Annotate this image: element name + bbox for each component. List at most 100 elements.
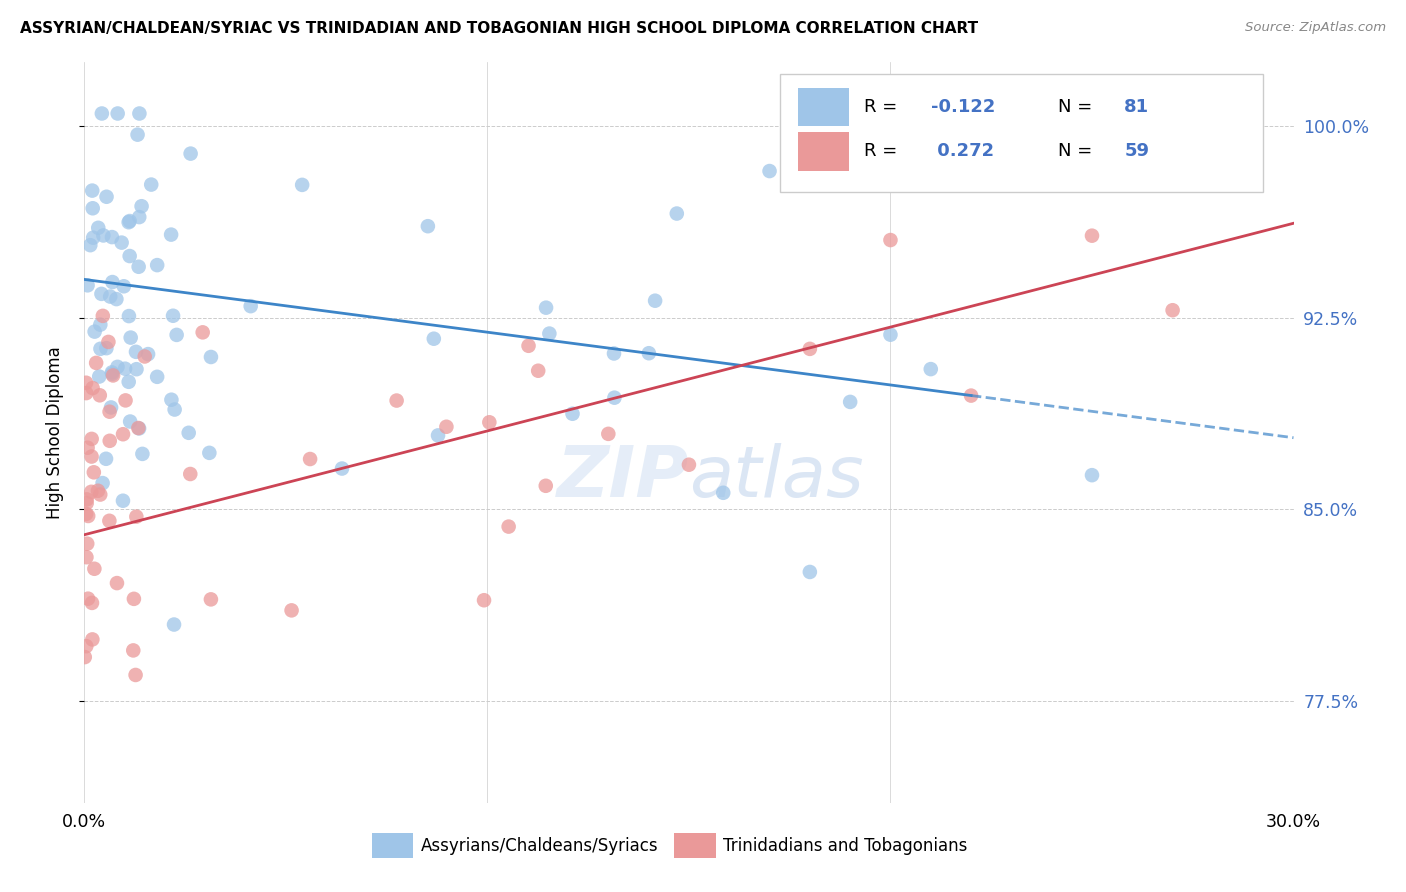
Point: [82, 230, 104, 244]
Point: [177, 425, 200, 440]
Point: [75, 550, 97, 565]
Point: [76, 441, 98, 455]
Point: [80, 450, 103, 464]
Point: [160, 392, 183, 407]
Point: [97, 334, 120, 349]
Point: [112, 279, 135, 293]
Text: -0.122: -0.122: [931, 98, 995, 116]
Point: [101, 230, 124, 244]
Point: [89, 388, 111, 402]
Point: [498, 519, 520, 533]
Point: [128, 260, 150, 274]
Point: [118, 309, 141, 323]
Point: [98, 514, 121, 528]
Point: [124, 668, 146, 682]
Point: [105, 576, 128, 591]
Point: [107, 106, 129, 120]
Point: [105, 292, 128, 306]
Point: [534, 301, 557, 315]
Point: [76, 537, 98, 551]
Text: Assyrians/Chaldeans/Syriacs: Assyrians/Chaldeans/Syriacs: [420, 837, 658, 855]
Point: [920, 362, 942, 376]
Point: [127, 421, 149, 435]
Point: [163, 617, 186, 632]
Point: [80, 596, 103, 610]
Point: [1081, 468, 1104, 483]
Point: [879, 327, 901, 342]
Point: [125, 509, 148, 524]
Point: [100, 401, 122, 415]
Point: [291, 178, 314, 192]
Point: [136, 347, 159, 361]
Point: [98, 405, 121, 419]
Text: Source: ZipAtlas.com: Source: ZipAtlas.com: [1246, 21, 1386, 35]
Point: [799, 342, 821, 356]
Point: [90, 106, 112, 120]
Point: [678, 458, 700, 472]
Point: [200, 350, 222, 364]
Point: [472, 593, 495, 607]
Point: [98, 289, 121, 303]
Point: [128, 421, 150, 435]
Point: [91, 309, 114, 323]
Point: [118, 375, 141, 389]
Point: [76, 492, 98, 507]
Point: [82, 201, 104, 215]
Text: 0.272: 0.272: [931, 143, 994, 161]
Point: [960, 389, 983, 403]
Text: atlas: atlas: [689, 442, 863, 511]
Point: [89, 369, 111, 384]
Point: [879, 233, 901, 247]
Point: [75, 376, 97, 390]
Point: [77, 591, 100, 606]
Point: [527, 364, 550, 378]
Point: [125, 362, 148, 376]
Point: [128, 210, 150, 224]
Point: [644, 293, 666, 308]
Text: N =: N =: [1057, 143, 1098, 161]
Point: [134, 350, 156, 364]
Point: [120, 415, 142, 429]
Point: [89, 318, 111, 332]
Point: [107, 359, 129, 374]
Point: [84, 356, 107, 370]
Point: [598, 426, 620, 441]
FancyBboxPatch shape: [780, 73, 1264, 192]
Point: [299, 452, 322, 467]
Text: N =: N =: [1057, 98, 1098, 116]
Point: [80, 432, 103, 446]
Text: 59: 59: [1125, 143, 1149, 161]
Point: [96, 341, 118, 355]
Point: [79, 238, 101, 252]
Point: [82, 381, 104, 395]
Point: [166, 327, 188, 342]
Point: [101, 368, 124, 383]
Point: [665, 206, 688, 220]
Point: [87, 220, 110, 235]
Point: [427, 428, 450, 442]
Point: [163, 402, 186, 417]
Point: [77, 508, 100, 523]
Point: [83, 325, 105, 339]
Point: [162, 309, 184, 323]
Point: [280, 603, 302, 617]
Text: 81: 81: [1125, 98, 1149, 116]
Point: [603, 346, 626, 360]
Point: [90, 286, 112, 301]
Point: [478, 415, 501, 429]
Text: R =: R =: [865, 98, 903, 116]
Text: ZIP: ZIP: [557, 442, 689, 511]
Point: [180, 146, 202, 161]
Point: [73, 650, 96, 665]
FancyBboxPatch shape: [797, 87, 849, 126]
Point: [75, 639, 97, 653]
Point: [131, 199, 153, 213]
Point: [114, 361, 136, 376]
Point: [80, 484, 103, 499]
Point: [534, 479, 557, 493]
Point: [118, 215, 141, 229]
Point: [83, 465, 105, 479]
FancyBboxPatch shape: [373, 833, 413, 858]
Point: [198, 446, 221, 460]
Text: R =: R =: [865, 143, 903, 161]
